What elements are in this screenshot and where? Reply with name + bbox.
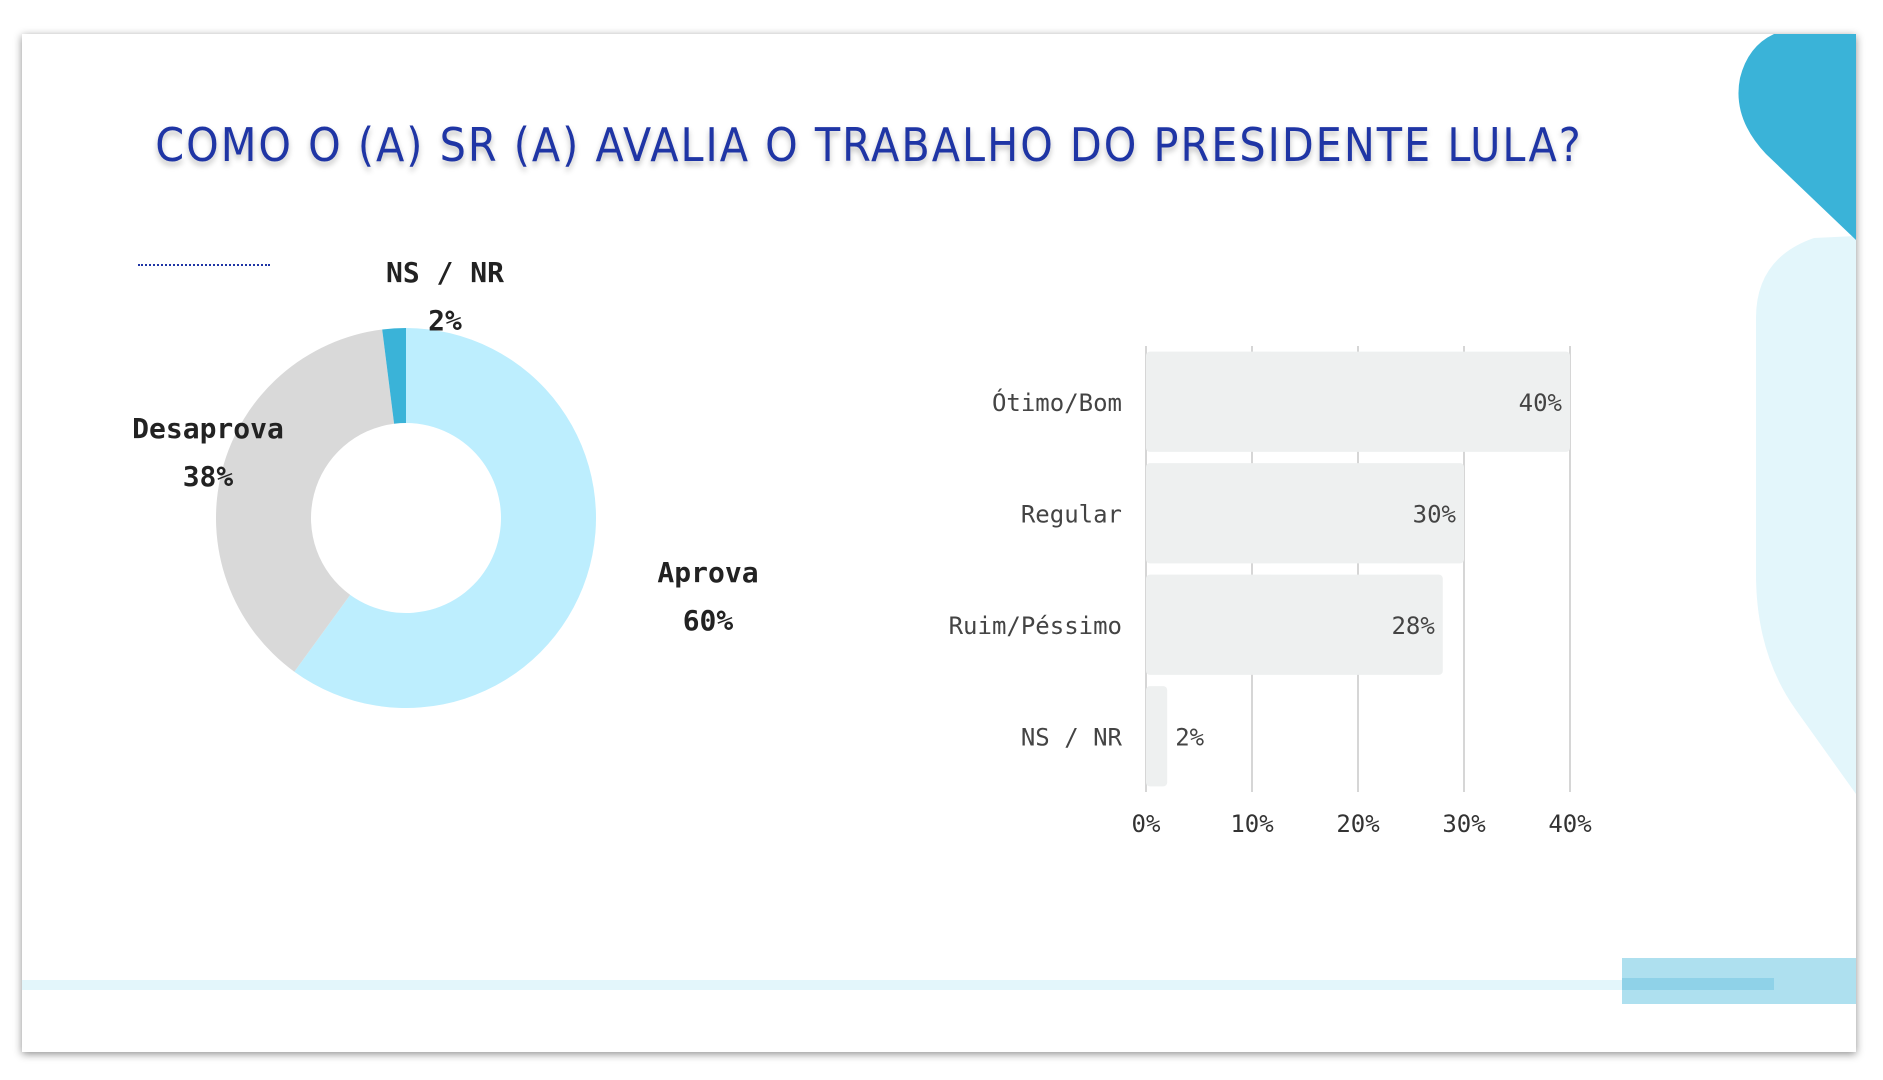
x-tick-label: 10% — [1230, 810, 1274, 838]
donut-value-ns-nr: 2% — [428, 304, 462, 337]
bar — [1146, 463, 1464, 564]
page-title: COMO O (A) SR (A) AVALIA O TRABALHO DO P… — [155, 118, 1583, 172]
donut-label-ns-nr: NS / NR — [386, 256, 504, 289]
slide: COMO O (A) SR (A) AVALIA O TRABALHO DO P… — [22, 34, 1856, 1052]
category-label: Ótimo/Bom — [992, 387, 1122, 417]
donut-label-aprova: Aprova — [657, 556, 758, 589]
donut-chart: Aprova 60% Desaprova 38% NS / NR 2% — [132, 256, 759, 708]
x-tick-label: 40% — [1548, 810, 1592, 838]
category-label: Ruim/Péssimo — [949, 612, 1122, 640]
donut-label-desaprova: Desaprova — [132, 412, 284, 445]
deco-bottom-accent-line — [1622, 978, 1774, 990]
title-underline — [138, 264, 270, 266]
x-tick-label: 0% — [1132, 810, 1161, 838]
x-tick-label: 30% — [1442, 810, 1486, 838]
bar-value-label: 28% — [1391, 612, 1435, 640]
bar — [1146, 351, 1570, 452]
deco-light-shape — [1756, 236, 1856, 794]
category-label: NS / NR — [1021, 723, 1123, 751]
deco-bottom-bar — [22, 980, 1856, 990]
donut-value-aprova: 60% — [683, 604, 734, 637]
deco-blue-shape — [1738, 34, 1856, 240]
decoration — [22, 34, 1856, 1004]
donut-slice-aprova — [294, 328, 597, 708]
bar-value-label: 30% — [1413, 500, 1457, 528]
bar-chart: 0% 10% 20% 30% 40% Ótimo/Bom 40% Regular 30% Ruim… — [949, 346, 1592, 838]
donut-slice-desaprova — [216, 329, 395, 672]
charts: Aprova 60% Desaprova 38% NS / NR 2% 0% 10% 20% 3… — [132, 256, 1592, 838]
x-tick-label: 20% — [1336, 810, 1380, 838]
bar — [1146, 686, 1168, 787]
bar-value-label: 40% — [1519, 389, 1563, 417]
category-label: Regular — [1021, 500, 1122, 528]
donut-value-desaprova: 38% — [183, 460, 234, 493]
donut-slice-ns-nr — [382, 328, 406, 424]
bar-value-label: 2% — [1175, 723, 1204, 751]
bar — [1146, 574, 1443, 675]
